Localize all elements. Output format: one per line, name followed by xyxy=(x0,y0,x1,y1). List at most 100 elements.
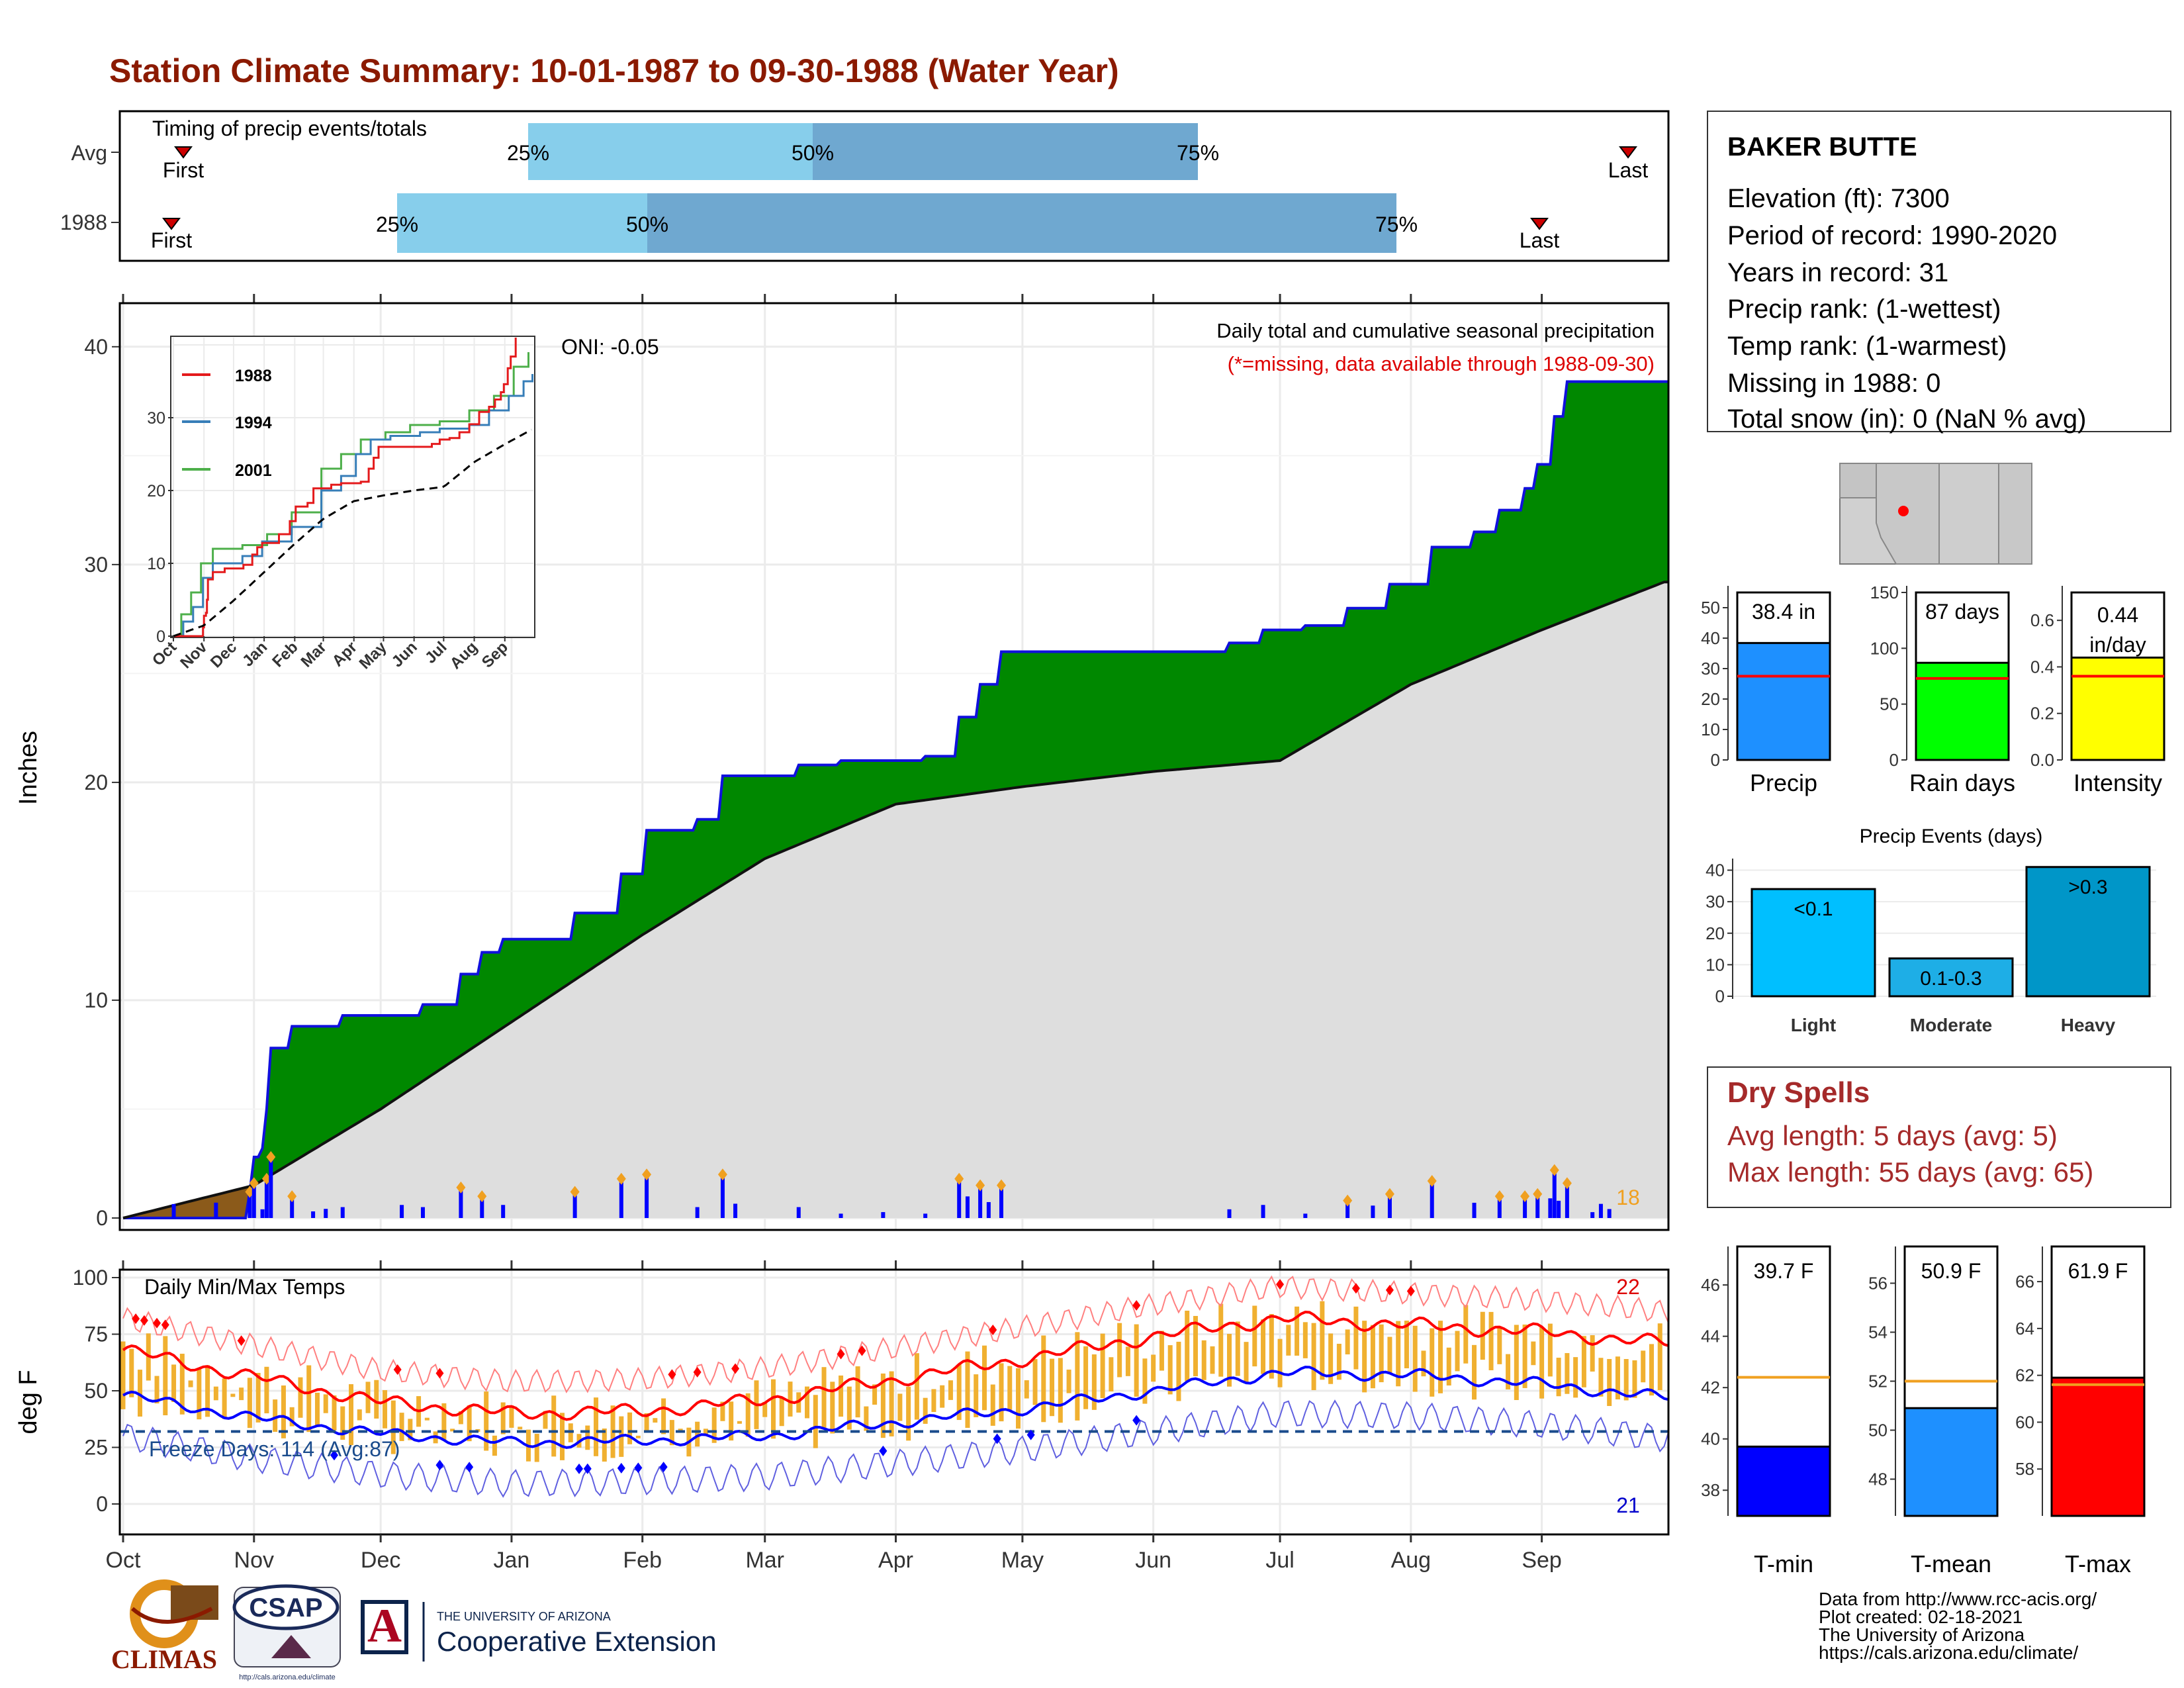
daily-temp-bar xyxy=(805,1386,810,1419)
record-low-marker xyxy=(659,1462,668,1473)
daily-temp-bar xyxy=(931,1389,936,1413)
daily-temp-bar xyxy=(467,1405,472,1442)
station-info-box: BAKER BUTTE Elevation (ft): 7300 Period … xyxy=(1707,111,2171,434)
ua-line-2: Cooperative Extension xyxy=(437,1626,717,1657)
daily-temp-bar xyxy=(1497,1326,1502,1364)
daily-temp-bar xyxy=(1091,1354,1097,1410)
record-high-marker xyxy=(1276,1279,1285,1290)
record-high-marker xyxy=(161,1319,169,1331)
daily-temp-bar xyxy=(1581,1336,1586,1387)
daily-temp-bar xyxy=(314,1392,320,1427)
daily-temp-bar xyxy=(1302,1322,1308,1358)
precip-axis-ticks: 0 10 20 30 40 xyxy=(84,294,1543,1230)
daily-temp-bar xyxy=(1176,1341,1181,1401)
record-high-marker xyxy=(435,1368,444,1379)
heavy-precip-marker xyxy=(954,1172,964,1185)
cumulative-avg-line xyxy=(122,581,1668,1219)
daily-temp-bar xyxy=(1446,1347,1451,1386)
daily-temp-bar xyxy=(138,1370,143,1417)
daily-temp-bar xyxy=(1573,1357,1578,1398)
daily-temp-bar xyxy=(729,1401,734,1441)
precip-count: 18 xyxy=(1616,1186,1640,1209)
inset-legend-1994: 1994 xyxy=(235,414,272,432)
temp-ylabel: deg F xyxy=(15,1370,42,1434)
daily-temp-bar xyxy=(1083,1346,1089,1409)
record-high-marker xyxy=(731,1363,740,1374)
daily-precip-bar xyxy=(340,1207,345,1218)
temp-summary-tick: 50 xyxy=(1868,1421,1888,1440)
daily-temp-bars xyxy=(120,1301,1662,1462)
daily-temp-bar xyxy=(872,1384,878,1405)
daily-temp-bar xyxy=(188,1380,193,1387)
record-low-marker xyxy=(583,1463,592,1474)
daily-temp-bar xyxy=(661,1398,666,1434)
daily-temp-bar xyxy=(441,1403,447,1441)
daily-temp-bar xyxy=(1531,1341,1536,1366)
daily-temp-bar xyxy=(635,1435,641,1438)
station-elevation: Elevation (ft): 7300 xyxy=(1727,184,1950,213)
inset-avg-line xyxy=(173,428,532,637)
daily-temp-bar xyxy=(163,1336,168,1416)
daily-temp-bar xyxy=(695,1421,700,1447)
daily-temp-bar xyxy=(424,1417,430,1421)
daily-temp-bar xyxy=(1058,1358,1063,1423)
daily-temp-bar xyxy=(323,1394,328,1413)
daily-temp-bar xyxy=(1066,1370,1071,1393)
daily-precip-bar xyxy=(645,1174,649,1218)
temp-ytick-label: 0 xyxy=(96,1492,108,1516)
inset-ytick-label: 0 xyxy=(156,628,165,646)
daily-temp-bar xyxy=(1590,1335,1595,1372)
daily-precip-bar xyxy=(957,1178,962,1218)
events-tick-label: 30 xyxy=(1706,892,1725,912)
daily-temp-bar xyxy=(1201,1340,1206,1380)
daily-temp-bar xyxy=(940,1385,945,1408)
ua-line-1: THE UNIVERSITY OF ARIZONA xyxy=(437,1610,611,1623)
daily-temp-bar xyxy=(543,1411,548,1429)
record-high-marker xyxy=(153,1317,161,1329)
daily-temp-bar xyxy=(1547,1323,1553,1377)
daily-temp-bar xyxy=(594,1397,599,1456)
avg-q75: 75% xyxy=(1177,141,1219,165)
inset-1988-line xyxy=(173,338,517,637)
record-high-marker xyxy=(837,1348,845,1360)
daily-temp-bar xyxy=(230,1393,236,1397)
daily-precip-bar xyxy=(260,1209,265,1218)
month-label: Oct xyxy=(106,1548,141,1573)
daily-temp-bar xyxy=(762,1401,768,1417)
temp-summary-label: 61.9 F xyxy=(2068,1259,2128,1283)
daily-temp-bar xyxy=(1032,1359,1038,1405)
daily-temp-bar xyxy=(1252,1305,1257,1367)
daily-temp-bar xyxy=(788,1382,793,1417)
month-label: Mar xyxy=(745,1548,784,1573)
record-high-marker xyxy=(1385,1284,1394,1295)
footer-line-2: Plot created: 02-18-2021 xyxy=(1819,1607,2023,1627)
summary-tick-label: 10 xyxy=(1701,720,1720,739)
precip-event-label: 0.1-0.3 xyxy=(1920,968,1981,990)
y1988-25-50-bar xyxy=(397,193,647,253)
daily-precip-bar xyxy=(1261,1205,1265,1218)
heavy-precip-marker xyxy=(456,1181,466,1194)
temp-summary-bar-1 xyxy=(1903,1407,1999,1517)
daily-temp-bar xyxy=(914,1353,919,1420)
temp-summary-tick: 58 xyxy=(2015,1459,2034,1479)
temp-summary-tick: 52 xyxy=(1868,1372,1888,1391)
daily-temp-bar xyxy=(205,1365,210,1417)
temp-summary-tick: 62 xyxy=(2015,1366,2034,1385)
precip-event-bar-heavy xyxy=(2025,866,2151,998)
daily-temp-bar xyxy=(703,1429,708,1434)
precip-event-label: >0.3 xyxy=(2068,876,2107,898)
daily-precip-bar xyxy=(420,1207,425,1218)
heavy-precip-marker xyxy=(266,1150,276,1163)
y1988-first-marker xyxy=(162,218,181,230)
daily-temp-bar xyxy=(737,1421,742,1424)
daily-temp-bar xyxy=(1041,1335,1046,1423)
month-label: Feb xyxy=(623,1548,662,1573)
summary-bar-label: 38.4 in xyxy=(1752,600,1815,624)
daily-temp-bar xyxy=(1556,1358,1561,1397)
daily-temp-bar xyxy=(627,1412,633,1444)
footer-line-1: Data from http://www.rcc-acis.org/ xyxy=(1819,1589,2097,1609)
record-low-marker xyxy=(330,1450,338,1461)
avg-25-50-bar xyxy=(528,123,813,180)
daily-precip-bar xyxy=(572,1192,577,1218)
